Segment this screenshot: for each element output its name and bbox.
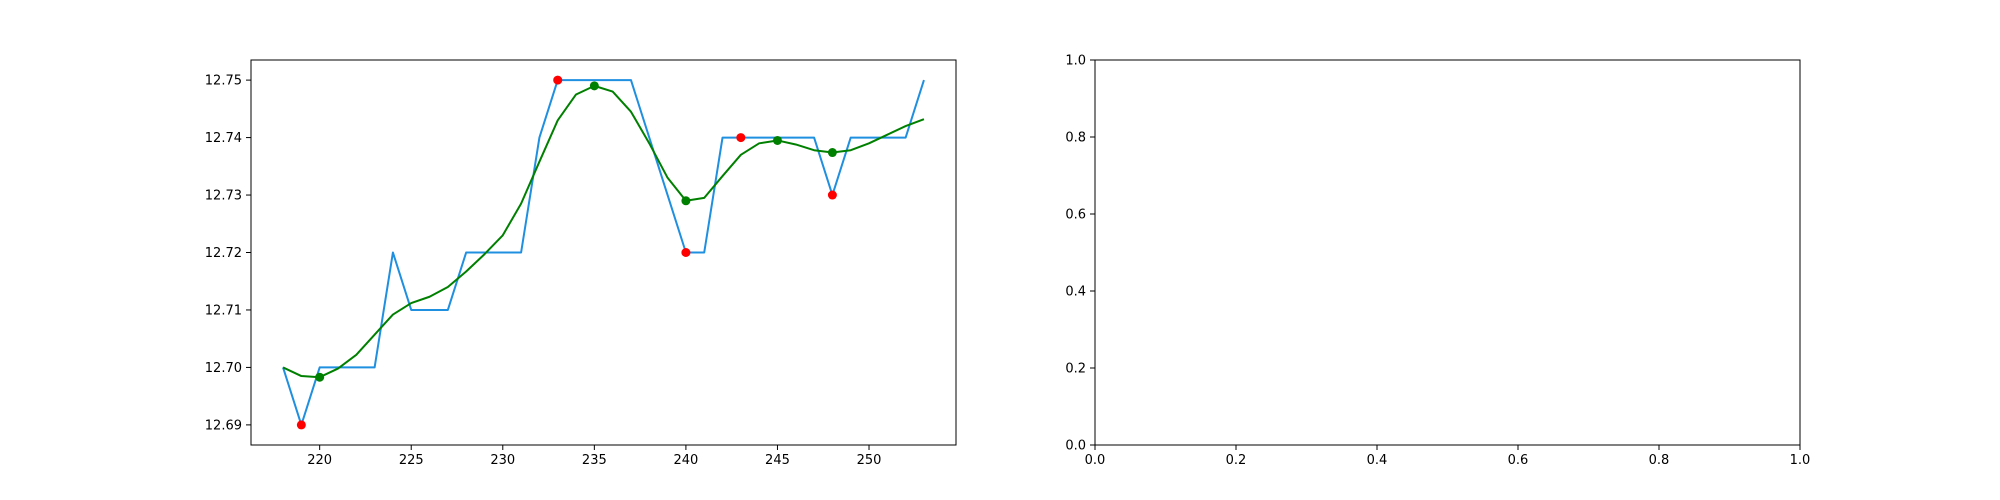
x-tick-label: 250 — [857, 453, 882, 468]
extrema-point — [827, 190, 837, 200]
y-tick-label: 12.75 — [205, 74, 242, 89]
x-tick-label: 235 — [582, 453, 607, 468]
smoothed-series-line — [282, 84, 925, 379]
smoothed-extrema-point — [589, 81, 599, 91]
x-tick-label: 220 — [307, 453, 332, 468]
y-tick-label: 0.4 — [1065, 285, 1086, 300]
smoothed-extrema-point — [772, 135, 782, 145]
x-tick-label: 1.0 — [1790, 453, 1811, 468]
y-tick-label: 12.72 — [205, 246, 242, 261]
right-chart: 0.0 0.2 0.4 0.6 0.8 1.0 0.0 0.2 0.4 0.6 0.8 1.0 — [1065, 54, 1810, 469]
plot-frame — [250, 59, 957, 446]
extrema-point — [681, 248, 691, 257]
smoothed-extrema-point — [827, 148, 837, 158]
extrema-point — [553, 75, 563, 85]
x-tick-label: 225 — [399, 453, 424, 468]
smoothed-extrema-point — [315, 372, 325, 382]
y-tick-label: 12.70 — [205, 361, 242, 376]
y-tick-label: 0.6 — [1065, 208, 1086, 223]
x-tick-label: 245 — [765, 453, 790, 468]
left-chart: 220 225 230 235 240 245 250 12.69 12.70 12.71 12.7… — [205, 59, 957, 468]
y-tick-label: 12.73 — [205, 189, 242, 204]
plot-frame — [1094, 59, 1801, 446]
extrema-point — [736, 133, 746, 143]
y-tick-label: 1.0 — [1065, 54, 1086, 69]
price-series-line — [282, 79, 925, 426]
extrema-point — [296, 420, 306, 430]
x-tick-label: 0.6 — [1508, 453, 1529, 468]
y-tick-label: 12.69 — [205, 418, 242, 433]
y-tick-label: 0.0 — [1065, 439, 1086, 454]
x-tick-label: 0.2 — [1226, 453, 1247, 468]
x-tick-label: 240 — [673, 453, 698, 468]
x-tick-label: 0.0 — [1085, 453, 1106, 468]
y-tick-label: 0.8 — [1065, 131, 1086, 146]
y-tick-label: 12.74 — [205, 131, 242, 146]
smoothed-extrema-point — [681, 196, 691, 206]
y-tick-label: 0.2 — [1065, 362, 1086, 377]
x-tick-label: 230 — [490, 453, 515, 468]
y-tick-label: 12.71 — [205, 303, 242, 318]
x-tick-label: 0.4 — [1367, 453, 1388, 468]
x-tick-label: 0.8 — [1649, 453, 1670, 468]
